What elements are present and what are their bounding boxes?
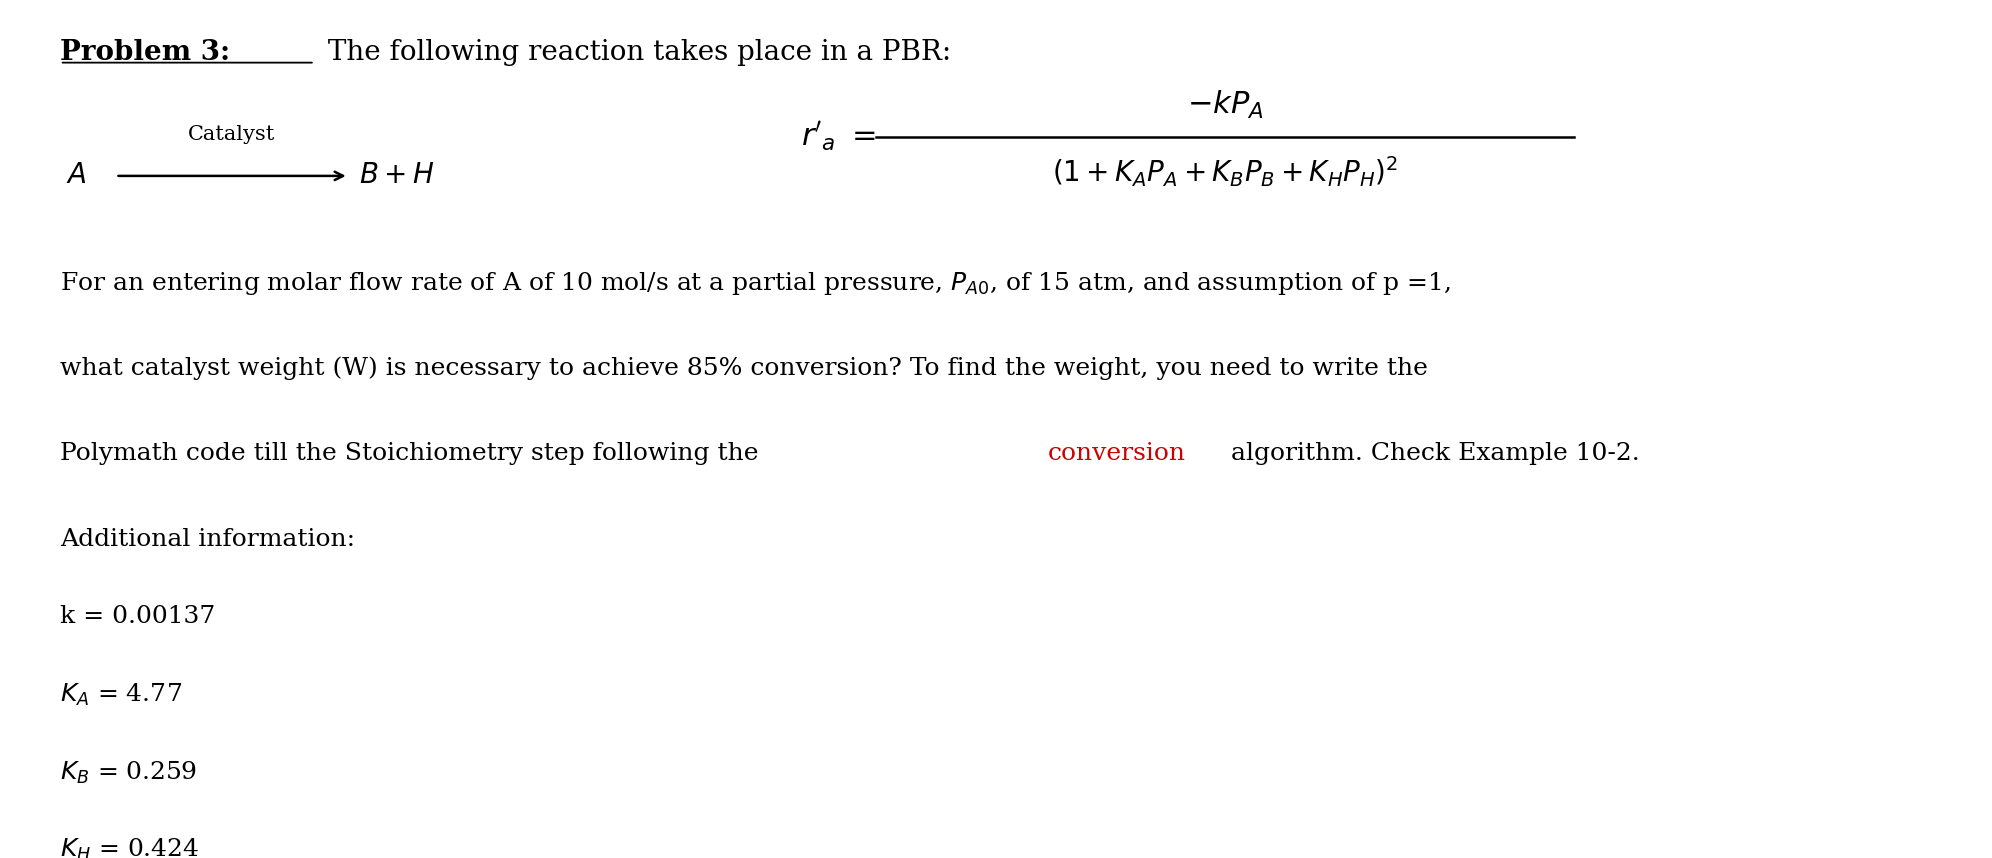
Text: k = 0.00137: k = 0.00137 (60, 605, 215, 628)
Text: $-kP_A$: $-kP_A$ (1187, 88, 1263, 121)
Text: For an entering molar flow rate of A of 10 mol/s at a partial pressure, $P_{A0}$: For an entering molar flow rate of A of … (60, 270, 1450, 297)
Text: Catalyst: Catalyst (187, 125, 275, 144)
Text: Additional information:: Additional information: (60, 528, 355, 551)
Text: The following reaction takes place in a PBR:: The following reaction takes place in a … (319, 39, 950, 65)
Text: $A$: $A$ (66, 162, 86, 190)
Text: Polymath code till the Stoichiometry step following the: Polymath code till the Stoichiometry ste… (60, 442, 767, 465)
Text: Problem 3:: Problem 3: (60, 39, 229, 65)
Text: conversion: conversion (1048, 442, 1185, 465)
Text: algorithm. Check Example 10-2.: algorithm. Check Example 10-2. (1223, 442, 1639, 465)
Text: $\left(1+K_AP_A+K_BP_B+K_HP_H\right)^2$: $\left(1+K_AP_A+K_BP_B+K_HP_H\right)^2$ (1052, 154, 1398, 189)
Text: $K_H$ = 0.424: $K_H$ = 0.424 (60, 837, 199, 858)
Text: $K_B$ = 0.259: $K_B$ = 0.259 (60, 759, 195, 786)
Text: $r'_a\ =$: $r'_a\ =$ (801, 120, 876, 154)
Text: $B + H$: $B + H$ (359, 162, 434, 190)
Text: what catalyst weight (W) is necessary to achieve 85% conversion? To find the wei: what catalyst weight (W) is necessary to… (60, 356, 1428, 379)
Text: $K_A$ = 4.77: $K_A$ = 4.77 (60, 682, 181, 709)
